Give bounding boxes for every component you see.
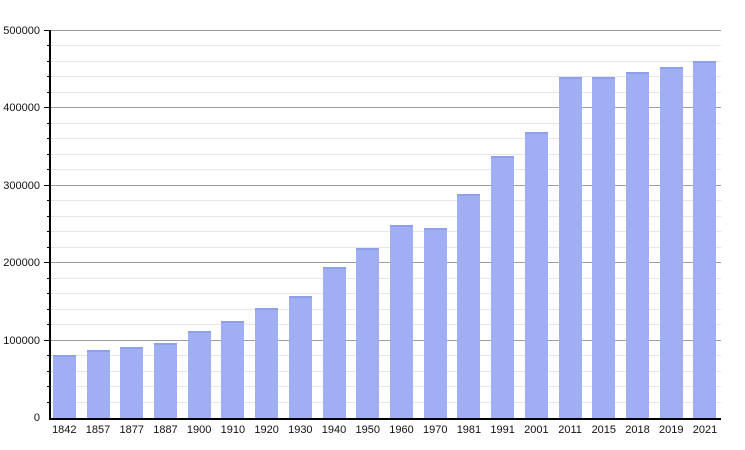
y-axis-minor-tick: [47, 215, 51, 217]
bar-2018: [626, 72, 650, 418]
y-axis-major-tick: [44, 184, 51, 186]
x-axis-label: 1930: [288, 424, 313, 436]
x-axis-label: 2001: [524, 424, 549, 436]
gridline-minor: [51, 308, 721, 310]
gridline-minor: [51, 324, 721, 326]
x-axis-label: 2011: [558, 424, 582, 436]
gridline-minor: [51, 231, 721, 233]
y-axis-label: 500000: [3, 25, 40, 37]
bar-1842: [52, 354, 76, 418]
gridline-minor: [51, 45, 721, 47]
bar-1991: [491, 156, 515, 418]
bar-2011: [558, 76, 582, 418]
gridline-minor: [51, 355, 721, 357]
gridline-minor: [51, 386, 721, 388]
x-axis-label: 2015: [591, 424, 617, 436]
gridline-minor: [51, 293, 721, 295]
gridline-major: [51, 262, 721, 264]
y-axis-minor-tick: [47, 169, 51, 171]
bar-2021: [693, 61, 717, 418]
bar-1940: [322, 267, 346, 418]
y-axis-minor-tick: [47, 277, 51, 279]
bar-1920: [255, 308, 279, 418]
gridline-minor: [51, 76, 721, 78]
x-axis-label: 1842: [52, 424, 77, 436]
gridline-major: [51, 339, 721, 341]
x-axis-label: 1900: [186, 424, 212, 436]
y-axis-minor-tick: [47, 293, 51, 295]
x-axis-label: 1887: [153, 424, 178, 436]
gridline-minor: [51, 200, 721, 202]
y-axis-major-tick: [44, 262, 51, 264]
gridline-minor: [51, 246, 721, 248]
y-axis-minor-tick: [47, 324, 51, 326]
y-axis-minor-tick: [47, 200, 51, 202]
y-axis-minor-tick: [47, 60, 51, 62]
gridline-minor: [51, 370, 721, 372]
x-axis-label: 1950: [355, 424, 380, 436]
y-axis-minor-tick: [47, 231, 51, 233]
y-axis-minor-tick: [47, 122, 51, 124]
bar-2019: [659, 67, 683, 418]
bar-1981: [457, 194, 481, 418]
x-axis-label: 1991: [490, 424, 515, 436]
y-axis-major-tick: [44, 107, 51, 109]
gridline-minor: [51, 138, 721, 140]
bar-1950: [356, 247, 380, 418]
gridline-minor: [51, 277, 721, 279]
gridline-minor: [51, 122, 721, 124]
y-axis-minor-tick: [47, 308, 51, 310]
y-axis-minor-tick: [47, 370, 51, 372]
y-axis-minor-tick: [47, 401, 51, 403]
y-axis-minor-tick: [47, 386, 51, 388]
gridline-minor: [51, 91, 721, 93]
bar-1910: [221, 321, 245, 418]
y-axis-label: 300000: [3, 179, 40, 192]
bar-1930: [288, 295, 312, 418]
plot-area: 0 100000 200000 300000 400000 500000 1842 1857 1…: [3, 25, 721, 436]
bar-1887: [153, 342, 177, 418]
gridline-minor: [51, 169, 721, 171]
bar-2015: [592, 77, 616, 418]
x-axis-label: 2019: [659, 424, 684, 436]
bar-1900: [187, 331, 211, 418]
y-axis-minor-tick: [47, 91, 51, 93]
y-axis-minor-tick: [47, 45, 51, 47]
bar-1960: [390, 224, 413, 418]
gridline-minor: [51, 401, 721, 403]
x-axis-label: 1940: [321, 424, 347, 436]
y-axis-major-tick: [44, 30, 51, 31]
y-axis-minor-tick: [47, 153, 51, 155]
bar-1857: [86, 349, 110, 418]
x-axis-label: 1877: [119, 424, 144, 436]
y-axis-minor-tick: [47, 138, 51, 140]
gridline-major: [51, 107, 721, 109]
x-axis-label: 1960: [389, 424, 414, 436]
gridline-major: [51, 30, 721, 31]
x-axis-label: 1910: [220, 424, 246, 436]
y-axis-label: 0: [33, 412, 40, 424]
y-axis-minor-tick: [47, 246, 51, 248]
y-axis-major-tick: [44, 339, 51, 341]
x-axis-label: 1981: [456, 424, 482, 436]
y-axis-minor-tick: [47, 76, 51, 78]
y-axis-label: 400000: [3, 102, 40, 115]
y-axis-label: 100000: [3, 334, 40, 347]
gridline-major: [51, 184, 721, 186]
y-axis-label: 200000: [3, 257, 40, 270]
bar-2001: [524, 131, 548, 418]
x-axis-label: 2021: [692, 424, 718, 436]
x-axis-label: 1970: [422, 424, 448, 436]
bar-1877: [120, 346, 144, 418]
x-axis-label: 2018: [625, 424, 650, 436]
gridline-minor: [51, 215, 721, 217]
gridline-minor: [51, 60, 721, 62]
x-axis-label: 1857: [85, 424, 111, 436]
gridline-minor: [51, 153, 721, 155]
bar-1970: [423, 228, 447, 418]
x-axis-label: 1920: [254, 424, 279, 436]
y-axis-minor-tick: [47, 355, 51, 357]
